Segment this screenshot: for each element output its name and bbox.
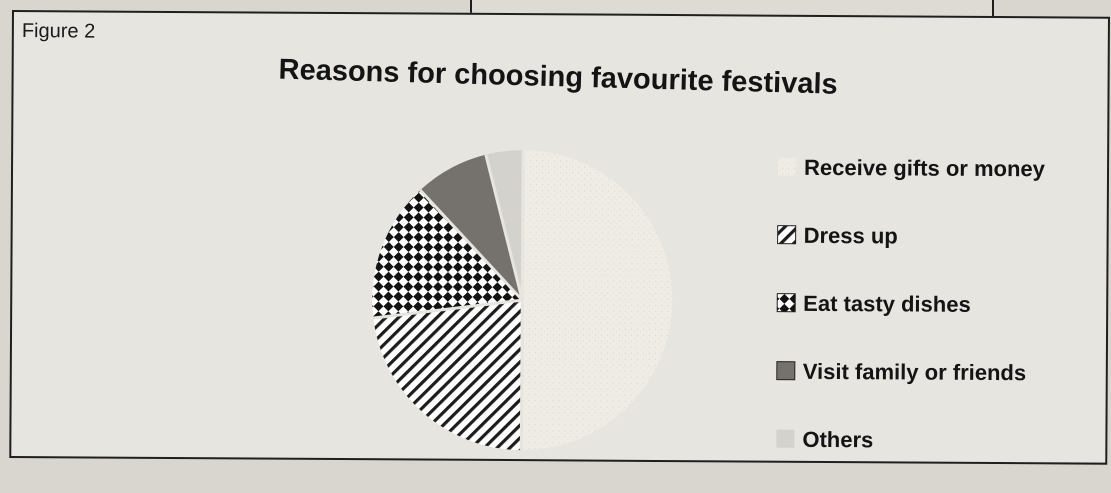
legend-swatch-receive-gifts-or-money — [778, 157, 797, 176]
pie-slice-separator — [373, 298, 523, 320]
legend-swatch-others — [776, 429, 795, 448]
chart-legend: Receive gifts or money Dress up Eat tasty … — [776, 155, 1046, 452]
pie-slices — [372, 150, 673, 451]
pie-slice-eat-tasty-dishes — [372, 190, 523, 319]
legend-label-others: Others — [802, 427, 873, 452]
pie-slice-separator — [484, 154, 524, 301]
figure-frame: Figure 2 Reasons for choosing favourite … — [9, 10, 1110, 465]
pie-slice-receive-gifts-or-money — [521, 150, 673, 451]
pie-slice-separator — [520, 150, 525, 301]
legend-label-visit-family-or-friends: Visit family or friends — [803, 359, 1026, 385]
legend-swatch-eat-tasty-dishes — [776, 293, 796, 313]
pie-slice-separator — [519, 300, 524, 451]
legend-swatch-visit-family-or-friends — [776, 361, 796, 381]
pie-slice-visit-family-or-friends — [420, 154, 523, 301]
pie-chart: Receive gifts or money Dress up Eat tasty … — [372, 150, 1046, 452]
legend-label-dress-up: Dress up — [804, 223, 898, 249]
pie-slice-separator — [419, 189, 524, 302]
pie-slice-dress-up — [373, 300, 523, 451]
legend-swatch-dress-up — [777, 225, 797, 245]
legend-label-eat-tasty-dishes: Eat tasty dishes — [803, 291, 971, 317]
legend-label-receive-gifts-or-money: Receive gifts or money — [804, 155, 1046, 181]
